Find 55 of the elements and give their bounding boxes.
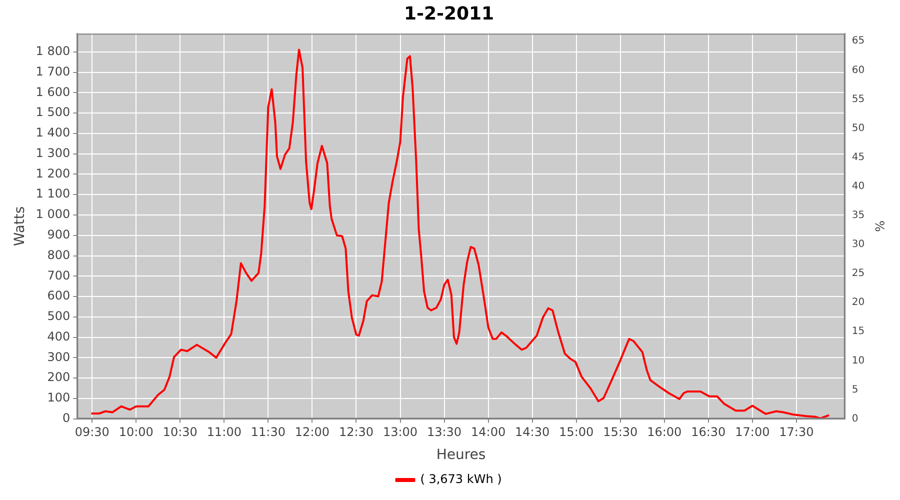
y-tick-label: 500 [47,309,70,324]
x-tick-label: 10:30 [162,425,198,440]
y2-axis-title: % [872,220,887,232]
x-tick-label: 14:00 [471,425,506,440]
y-tick-label: 700 [47,268,70,282]
y-tick-label: 800 [47,248,70,262]
y2-tick-label: 15 [852,326,865,338]
y-tick-label: 200 [47,370,70,384]
x-tick-label: 13:30 [426,425,462,440]
y-tick-label: 1 400 [36,126,70,140]
x-tick-label: 16:30 [691,425,726,440]
x-tick-label: 09:30 [74,425,110,440]
x-tick-label: 11:00 [206,425,242,440]
y2-tick-label: 25 [852,268,865,280]
x-tick-label: 11:30 [250,425,286,440]
legend-label: ( 3,673 kWh ) [420,472,502,486]
y2-tick-label: 5 [852,384,858,396]
y2-tick-label: 35 [852,210,865,222]
y-tick-label: 1 600 [36,84,70,99]
y-tick-label: 400 [47,329,70,344]
x-tick-label: 14:30 [515,425,550,440]
y-tick-label: 0 [62,410,70,425]
y2-tick-label: 60 [852,64,865,76]
y2-tick-label: 10 [852,355,865,366]
x-tick-label: 15:30 [603,425,638,440]
x-axis-title: Heures [436,447,486,464]
y-tick-label: 1 200 [36,166,70,180]
y-tick-label: 1 500 [36,105,70,120]
x-tick-label: 17:30 [779,425,814,440]
y-tick-label: 600 [47,288,70,303]
y-axis-title: Watts [12,206,28,246]
x-tick-label: 10:00 [118,425,154,440]
x-tick-label: 16:00 [647,425,682,440]
y2-tick-label: 55 [852,94,865,105]
y-tick-label: 900 [47,227,70,242]
x-tick-label: 12:00 [294,425,330,440]
y-tick-label: 1 100 [36,186,70,201]
x-tick-label: 12:30 [338,425,374,440]
y-tick-label: 1 700 [36,64,70,78]
y-tick-label: 1 300 [36,146,70,160]
y2-tick-label: 40 [852,180,865,192]
y2-tick-label: 50 [852,122,865,134]
x-tick-label: 13:00 [382,425,418,440]
chart-title: 1-2-2011 [404,3,494,24]
y-tick-label: 1 800 [36,44,70,58]
y-tick-label: 1 000 [36,207,70,222]
x-tick-label: 15:00 [559,425,594,440]
y-tick-label: 100 [47,390,70,405]
y2-tick-label: 65 [852,36,865,47]
x-tick-label: 17:00 [735,425,770,440]
y2-tick-label: 0 [852,413,858,424]
y-tick-label: 300 [47,350,70,364]
y2-tick-label: 30 [852,239,865,250]
y2-tick-label: 45 [852,152,865,163]
y2-tick-label: 20 [852,297,865,308]
